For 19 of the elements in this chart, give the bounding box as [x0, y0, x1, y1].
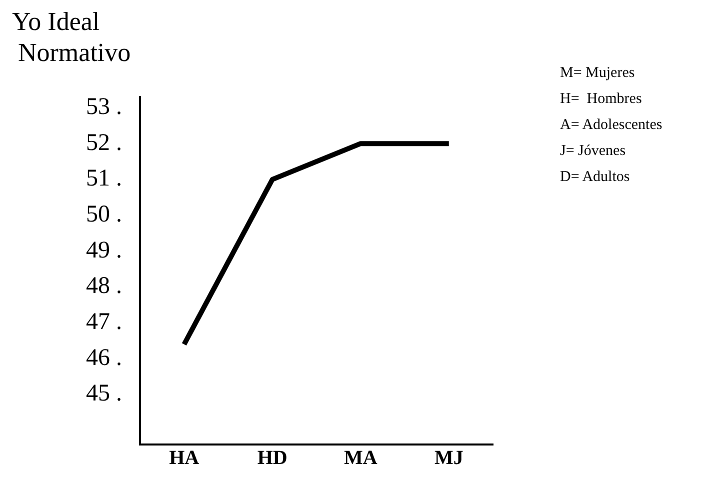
x-tick-label: MJ	[434, 446, 464, 469]
text: H= Hombres	[560, 90, 643, 109]
y-tick-label: 45 .	[86, 380, 122, 407]
y-tick-label: 53 .	[86, 94, 122, 120]
text: D= Adultos	[560, 168, 631, 187]
x-tick-label: HD	[257, 446, 288, 469]
y-tick-label: 52 .	[86, 130, 122, 156]
y-tick-label: 46 .	[86, 344, 122, 371]
x-tick-label: MA	[344, 446, 378, 469]
y-tick-label: 49 .	[86, 237, 122, 264]
y-tick-label: 47 .	[86, 309, 122, 336]
y-tick-label: 50 .	[86, 202, 122, 228]
text: M= Mujeres	[560, 64, 636, 83]
y-tick-label: 51 .	[86, 166, 122, 192]
text: J= Jóvenes	[560, 142, 627, 161]
text: A= Adolescentes	[560, 116, 662, 135]
y-tick-label: 48 .	[86, 273, 122, 300]
y-axis-title: Yo Ideal Normativo	[12, 6, 131, 68]
x-tick-label: HA	[169, 446, 200, 469]
